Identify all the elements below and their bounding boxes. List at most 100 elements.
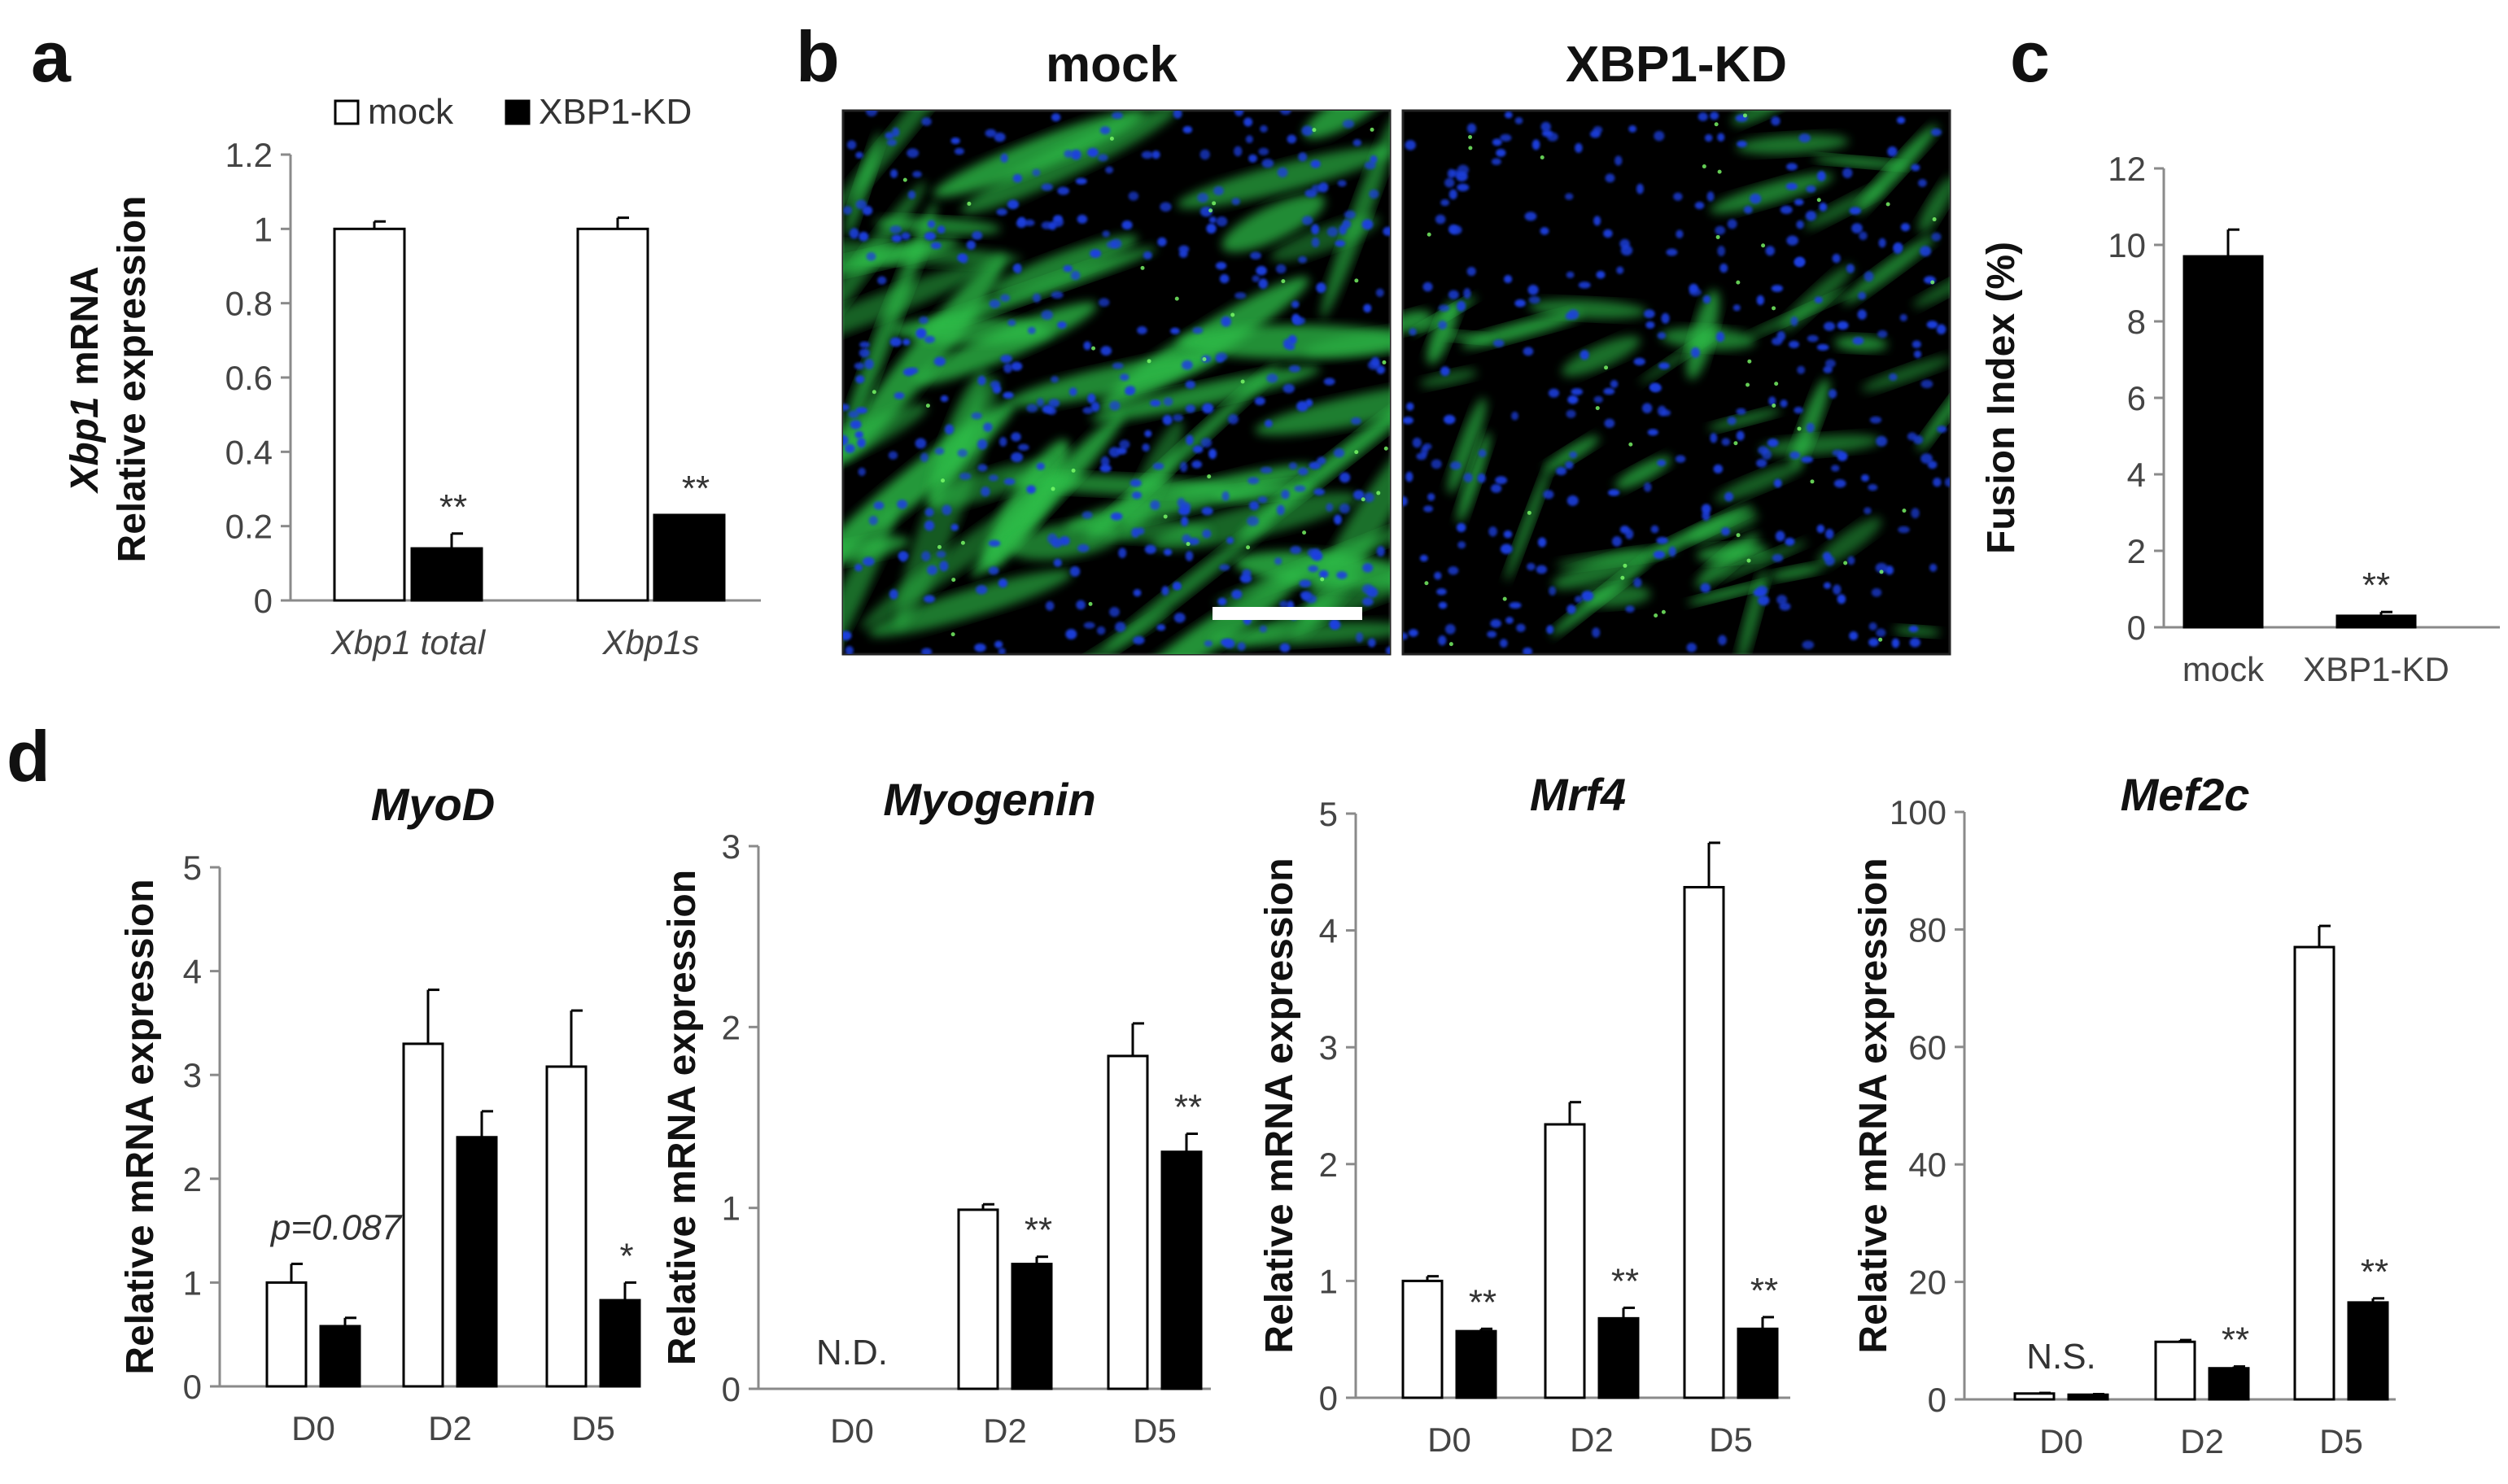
myotube xyxy=(1221,194,1326,252)
nucleus xyxy=(1252,275,1261,282)
nucleus xyxy=(1514,117,1523,124)
nucleus xyxy=(1718,635,1727,646)
nucleus xyxy=(1237,642,1246,651)
y-tick-label: 20 xyxy=(1908,1264,1947,1302)
y-tick-label: 0 xyxy=(1928,1381,1947,1419)
nucleus xyxy=(1775,530,1785,542)
myotube xyxy=(1842,234,1936,304)
nucleus xyxy=(1012,173,1023,183)
nucleus xyxy=(1361,219,1374,230)
nucleus xyxy=(1657,459,1667,467)
nucleus xyxy=(1217,597,1227,606)
nucleus xyxy=(1258,147,1269,155)
nucleus xyxy=(950,137,960,145)
nucleus xyxy=(862,206,873,216)
nucleus xyxy=(1676,229,1684,238)
nucleus xyxy=(1087,147,1099,158)
significance-annotation: N.D. xyxy=(816,1333,888,1373)
myotube xyxy=(1177,146,1390,209)
nucleus xyxy=(1405,140,1416,151)
nucleus xyxy=(1825,528,1834,539)
chart-d3-ylabel: Relative mRNA expression xyxy=(1258,858,1301,1353)
nucleus xyxy=(1133,635,1145,645)
nucleus xyxy=(1163,397,1173,407)
nucleus xyxy=(1026,404,1038,412)
nucleus xyxy=(845,645,854,654)
nucleus xyxy=(1152,462,1164,470)
nucleus xyxy=(1173,613,1186,623)
nucleus xyxy=(1736,408,1746,415)
nucleus xyxy=(1491,158,1501,165)
nucleus xyxy=(1182,125,1193,133)
myotube xyxy=(843,260,998,360)
nucleus xyxy=(1900,223,1911,232)
nucleus xyxy=(1832,449,1843,456)
nucleus xyxy=(1064,150,1073,158)
y-tick-label: 2 xyxy=(722,1008,741,1046)
speckle xyxy=(1902,508,1907,513)
nucleus xyxy=(1846,264,1855,273)
nucleus xyxy=(1816,524,1825,534)
nucleus xyxy=(1842,168,1853,178)
nucleus xyxy=(1200,438,1212,448)
nucleus xyxy=(1213,186,1224,196)
nucleus xyxy=(1259,625,1268,633)
nucleus xyxy=(1790,316,1798,326)
nucleus xyxy=(1833,479,1846,488)
nucleus xyxy=(1112,111,1123,120)
nucleus xyxy=(855,199,867,210)
nucleus xyxy=(1636,183,1644,194)
nucleus xyxy=(1463,288,1471,299)
nucleus xyxy=(1234,146,1243,157)
nucleus xyxy=(1447,168,1455,179)
speckle xyxy=(1163,514,1168,519)
y-tick-label: 2 xyxy=(2127,532,2146,570)
nucleus xyxy=(1011,452,1024,463)
nucleus xyxy=(1732,304,1741,312)
speckle xyxy=(1376,491,1381,495)
nucleus xyxy=(1051,291,1064,299)
chart-c: 0 2 4 6 8 10 12 mock XBP1-KD ** Fusion Index (%) xyxy=(1980,150,2500,688)
y-tick-label: 4 xyxy=(183,953,202,991)
chart-d4: 0 20 40 60 80 100 D0 D2 D5 N.S. ** ** Mef2c Relative … xyxy=(1852,769,2396,1460)
chart-a-ylabel-line2: Relative expression xyxy=(111,196,154,563)
speckle xyxy=(1147,359,1151,364)
nucleus xyxy=(1509,601,1522,609)
nucleus xyxy=(1312,548,1321,557)
nucleus xyxy=(1737,140,1747,148)
y-tick-label: 3 xyxy=(722,827,741,866)
nucleus xyxy=(1616,266,1624,274)
nucleus xyxy=(1150,500,1160,510)
bar-fusion-mock xyxy=(2182,255,2264,629)
nucleus xyxy=(1566,605,1576,614)
myotube xyxy=(1639,325,1725,384)
nucleus xyxy=(1057,321,1067,329)
nucleus xyxy=(1768,396,1776,406)
myotube xyxy=(1239,375,1390,539)
nucleus xyxy=(1823,582,1832,589)
myotube xyxy=(843,404,928,488)
speckle xyxy=(1071,468,1076,473)
nucleus xyxy=(1351,417,1361,425)
nucleus xyxy=(1527,284,1539,295)
nucleus xyxy=(1249,500,1260,511)
nucleus xyxy=(873,501,885,510)
nucleus xyxy=(1701,504,1711,514)
speckle xyxy=(1246,545,1251,550)
myotube xyxy=(1643,505,1754,560)
nucleus xyxy=(1619,238,1630,249)
speckle xyxy=(872,390,876,395)
significance-annotation: N.S. xyxy=(2026,1337,2096,1377)
nucleus xyxy=(1794,407,1803,414)
nucleus xyxy=(1913,350,1922,359)
bar-mock-d5 xyxy=(1107,1054,1149,1390)
nucleus xyxy=(1121,220,1133,230)
nucleus xyxy=(1311,237,1320,248)
chart-d2-title: Myogenin xyxy=(883,774,1095,825)
nucleus xyxy=(1603,229,1613,238)
nucleus xyxy=(1605,173,1615,183)
nucleus xyxy=(846,140,857,150)
nucleus xyxy=(1011,432,1021,442)
nucleus xyxy=(1216,216,1228,227)
nucleus xyxy=(1181,516,1189,526)
